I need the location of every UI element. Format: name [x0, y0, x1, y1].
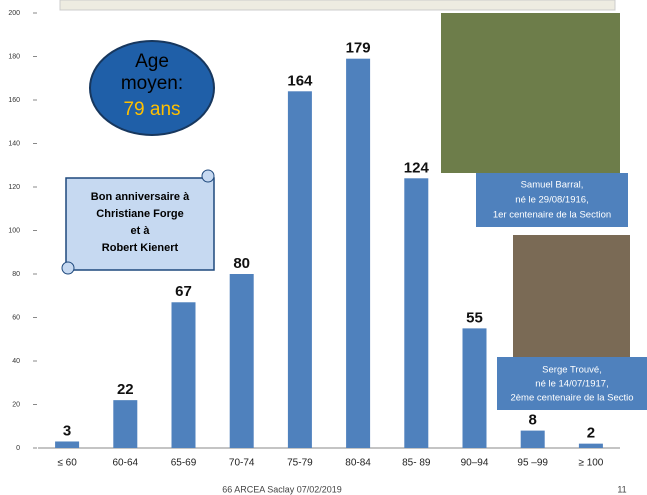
value-label: 179	[346, 40, 371, 57]
x-tick-label: 75-79	[287, 458, 313, 469]
y-tick-label: 200	[8, 10, 20, 17]
bar	[55, 441, 79, 448]
average-value: 79 ans	[123, 99, 180, 120]
footer: 66 ARCEA Saclay 07/02/2019	[222, 484, 342, 494]
y-tick-label: 100	[8, 227, 20, 234]
photo-caption: Samuel Barral,	[521, 180, 584, 191]
birthday-note: Robert Kienert	[102, 242, 179, 254]
photo-caption: 2ème centenaire de la Sectio	[510, 393, 633, 404]
value-label: 2	[587, 425, 595, 442]
photo-caption: 1er centenaire de la Section	[493, 210, 611, 221]
y-tick-label: 0	[16, 445, 20, 452]
value-label: 55	[466, 309, 483, 326]
average-label: moyen:	[121, 73, 183, 94]
y-tick-label: 60	[12, 314, 20, 321]
value-label: 164	[287, 72, 313, 89]
value-label: 67	[175, 283, 192, 300]
birthday-scroll	[62, 170, 214, 274]
page-number: 11	[617, 484, 626, 494]
x-tick-label: 85- 89	[402, 458, 431, 469]
x-tick-label: 80-84	[345, 458, 371, 469]
header-box	[60, 0, 615, 10]
bar	[521, 431, 545, 448]
x-tick-label: ≤ 60	[57, 458, 77, 469]
bar	[230, 274, 254, 448]
bar	[113, 400, 137, 448]
x-tick-label: 90–94	[461, 458, 489, 469]
birthday-note: Bon anniversaire à	[91, 191, 190, 203]
bar	[463, 328, 487, 448]
photo-caption: né le 14/07/1917,	[535, 379, 608, 390]
x-tick-label: 60-64	[113, 458, 139, 469]
x-tick-label: 95 –99	[517, 458, 548, 469]
birthday-note: Christiane Forge	[96, 208, 183, 220]
y-tick-label: 20	[12, 401, 20, 408]
birthday-note: et à	[131, 225, 151, 237]
bar	[172, 302, 196, 448]
x-tick-label: ≥ 100	[578, 458, 603, 469]
photo	[441, 13, 620, 173]
y-tick-label: 140	[8, 140, 20, 147]
value-label: 3	[63, 422, 71, 439]
value-label: 8	[529, 412, 537, 429]
x-tick-label: 65-69	[171, 458, 197, 469]
bar	[579, 444, 603, 448]
y-tick-label: 180	[8, 53, 20, 60]
value-label: 22	[117, 381, 134, 398]
bar	[346, 59, 370, 448]
y-tick-label: 160	[8, 97, 20, 104]
value-label: 80	[233, 255, 250, 272]
average-label: Age	[135, 51, 169, 72]
photo-caption: Serge Trouvé,	[542, 365, 602, 376]
x-tick-label: 70-74	[229, 458, 255, 469]
photo	[513, 235, 630, 357]
y-tick-label: 40	[12, 358, 20, 365]
bar	[288, 91, 312, 448]
photo-caption: né le 29/08/1916,	[515, 195, 588, 206]
y-tick-label: 80	[12, 271, 20, 278]
value-label: 124	[404, 159, 430, 176]
slide: 66 ARCEA Saclay 07/02/2019 11 0 20 40 60 80 1…	[0, 0, 647, 495]
y-tick-label: 120	[8, 184, 20, 191]
bar	[404, 178, 428, 448]
